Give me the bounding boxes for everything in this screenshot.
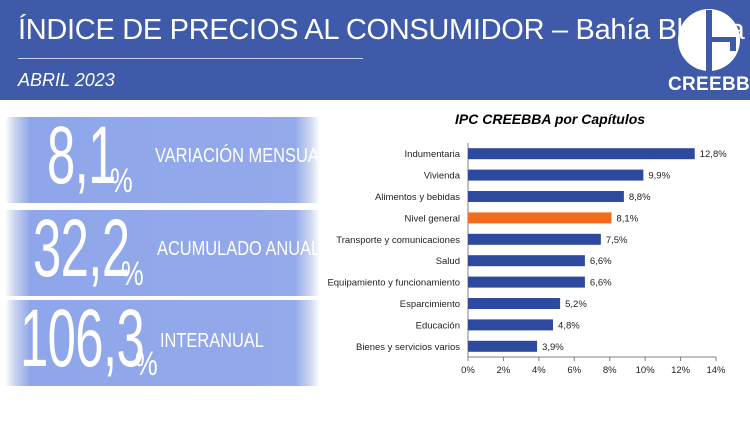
creebba-logo-icon [678, 9, 740, 71]
logo-text: CREEBBA [668, 74, 750, 95]
bar [468, 276, 585, 288]
page-subtitle: ABRIL 2023 [18, 70, 115, 90]
data-label: 3,9% [542, 342, 564, 353]
x-tick-label: 4% [532, 365, 546, 376]
x-tick-label: 2% [497, 365, 511, 376]
bar [468, 340, 538, 352]
category-label: Indumentaria [405, 149, 461, 160]
bar [468, 191, 624, 202]
category-label: Vivienda [424, 171, 461, 182]
data-label: 6,6% [590, 256, 612, 267]
stat-background [5, 300, 320, 386]
bar [468, 319, 554, 331]
category-label: Bienes y servicios varios [356, 342, 460, 353]
data-label: 8,1% [616, 213, 638, 224]
stat-background [5, 210, 320, 296]
x-tick-label: 0% [461, 365, 475, 376]
bar [468, 298, 561, 309]
stat-label: VARIACIÓN MENSUAL [155, 145, 328, 167]
stat-label: ACUMULADO ANUAL [157, 238, 321, 260]
stat-annual-accumulated: 32,2 % ACUMULADO ANUAL [5, 206, 321, 296]
category-label: Salud [436, 256, 460, 267]
stat-percent-sign: % [110, 162, 133, 200]
data-label: 12,8% [700, 149, 727, 160]
data-label: 8,8% [629, 192, 651, 203]
bar [468, 169, 644, 181]
bar [468, 233, 601, 245]
category-label: Equipamiento y funcionamiento [327, 278, 460, 289]
data-label: 7,5% [606, 235, 628, 246]
x-tick-label: 12% [671, 365, 691, 376]
category-label: Alimentos y bebidas [375, 192, 460, 203]
x-tick-label: 10% [636, 365, 656, 376]
category-label: Transporte y comunicaciones [336, 235, 460, 246]
header-banner: ÍNDICE DE PRECIOS AL CONSUMIDOR – Bahía … [0, 0, 750, 100]
bar [468, 255, 585, 267]
data-label: 4,8% [558, 320, 580, 331]
stat-value: 106,3 [20, 293, 145, 384]
x-tick-label: 14% [706, 365, 726, 376]
page-title: ÍNDICE DE PRECIOS AL CONSUMIDOR – Bahía … [18, 14, 745, 46]
title-divider [18, 58, 363, 59]
stat-value: 32,2 [33, 203, 130, 294]
category-label: Esparcimiento [400, 299, 460, 310]
data-label: 9,9% [648, 171, 670, 182]
stat-value: 8,1 [47, 110, 116, 201]
chart-title: IPC CREEBBA por Capítulos [455, 111, 646, 127]
data-label: 6,6% [590, 278, 612, 289]
stat-label: INTERANUAL [160, 330, 264, 352]
x-tick-label: 6% [567, 365, 581, 376]
stat-background [5, 117, 320, 203]
category-label: Educación [416, 320, 460, 331]
stat-interannual: 106,3 % INTERANUAL [5, 296, 320, 386]
creebba-logo: CREEBBA [668, 6, 750, 98]
stat-monthly: 8,1 % VARIACIÓN MENSUAL [5, 113, 328, 203]
category-label: Nivel general [405, 213, 460, 224]
x-tick-label: 8% [603, 365, 617, 376]
bar [468, 148, 695, 160]
bar [468, 212, 612, 224]
stat-percent-sign: % [121, 255, 144, 293]
data-label: 5,2% [565, 299, 587, 310]
stat-percent-sign: % [135, 345, 158, 383]
